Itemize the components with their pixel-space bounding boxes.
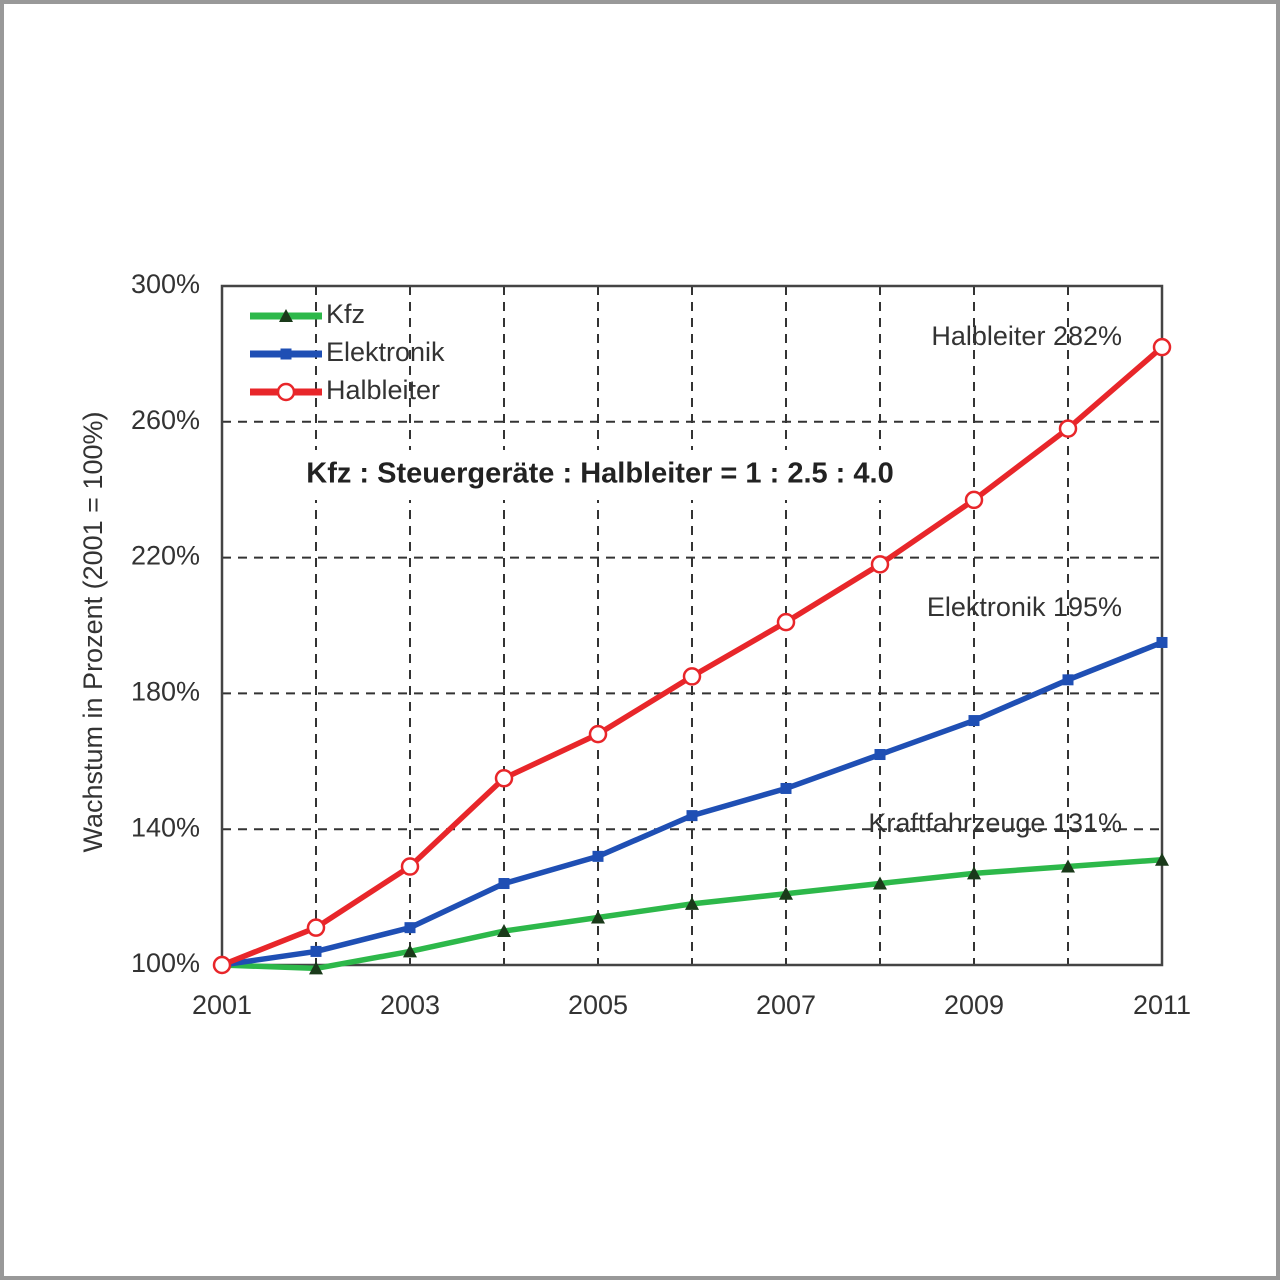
marker bbox=[685, 896, 699, 910]
marker bbox=[964, 490, 984, 510]
y-tick-label: 300% bbox=[131, 269, 200, 299]
marker bbox=[494, 769, 514, 788]
marker bbox=[1155, 852, 1169, 866]
marker bbox=[498, 878, 510, 890]
x-tick-label: 2001 bbox=[192, 990, 252, 1020]
x-tick-label: 2011 bbox=[1133, 990, 1191, 1020]
y-tick-label: 100% bbox=[131, 948, 200, 978]
marker bbox=[776, 612, 796, 632]
marker bbox=[592, 850, 604, 862]
marker bbox=[497, 924, 511, 938]
annotation-box bbox=[246, 450, 954, 500]
marker bbox=[967, 866, 981, 880]
marker bbox=[588, 724, 608, 744]
annotation: Kfz : Steuergeräte : Halbleiter = 1 : 2.… bbox=[306, 458, 893, 490]
marker bbox=[212, 955, 232, 975]
marker bbox=[279, 309, 293, 322]
x-tick-label: 2005 bbox=[568, 990, 628, 1020]
annotation: Halbleiter 282% bbox=[931, 321, 1122, 351]
y-tick-label: 140% bbox=[131, 812, 200, 842]
marker bbox=[686, 810, 698, 822]
marker bbox=[1156, 636, 1168, 648]
x-tick-label: 2003 bbox=[380, 990, 440, 1020]
plot-border bbox=[220, 284, 1164, 967]
marker bbox=[310, 945, 322, 957]
marker bbox=[870, 555, 890, 574]
legend-label: Kfz bbox=[326, 299, 365, 329]
marker bbox=[403, 944, 417, 958]
annotation: Kraftfahrzeuge 131% bbox=[868, 808, 1122, 838]
legend-label: Halbleiter bbox=[326, 375, 440, 405]
y-tick-label: 180% bbox=[131, 677, 200, 707]
marker bbox=[1058, 419, 1078, 438]
marker bbox=[1062, 674, 1074, 686]
marker bbox=[968, 715, 980, 727]
x-tick-label: 2009 bbox=[944, 990, 1004, 1020]
marker bbox=[400, 857, 420, 876]
annotation: Elektronik 195% bbox=[927, 592, 1122, 622]
x-tick-label: 2007 bbox=[756, 990, 816, 1020]
marker bbox=[404, 922, 416, 934]
marker bbox=[591, 910, 605, 924]
legend-label: Elektronik bbox=[326, 337, 445, 367]
marker bbox=[682, 667, 702, 686]
marker bbox=[309, 961, 323, 975]
marker bbox=[780, 782, 792, 794]
marker bbox=[874, 749, 886, 761]
marker bbox=[873, 876, 887, 890]
marker bbox=[280, 348, 292, 360]
marker bbox=[306, 918, 326, 937]
y-tick-label: 260% bbox=[131, 405, 200, 435]
y-axis-label: Wachstum in Prozent (2001 = 100%) bbox=[78, 412, 108, 853]
marker bbox=[779, 886, 793, 900]
marker bbox=[1061, 859, 1075, 873]
y-tick-label: 220% bbox=[131, 541, 200, 571]
marker bbox=[276, 382, 296, 402]
marker bbox=[1152, 337, 1172, 357]
